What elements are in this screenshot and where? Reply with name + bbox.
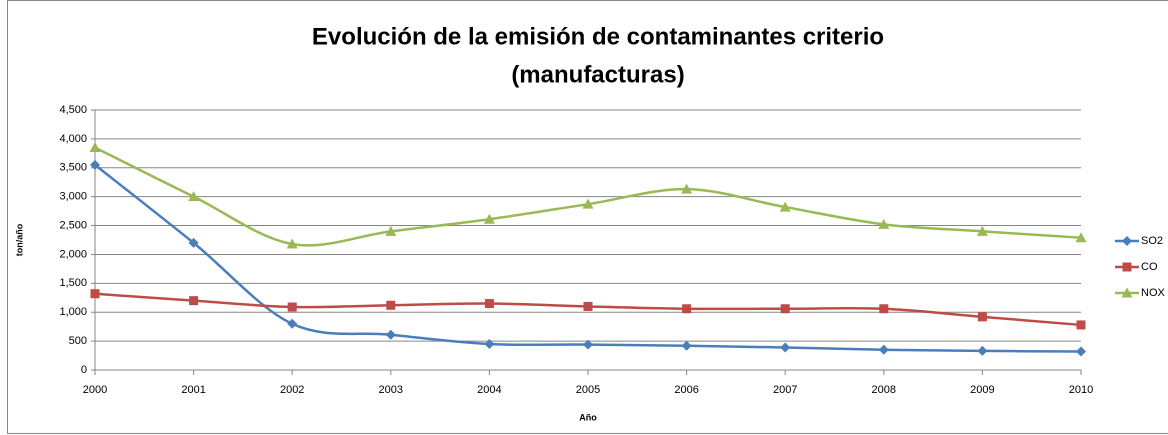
y-axis-title: ton/año — [14, 223, 24, 256]
marker — [1075, 232, 1087, 243]
y-tick-label: 4,500 — [59, 104, 87, 116]
y-tick-label: 2,500 — [59, 219, 87, 231]
marker — [780, 304, 790, 314]
marker — [879, 304, 889, 314]
marker — [90, 159, 100, 170]
y-tick-label: 4,000 — [59, 133, 87, 145]
marker — [681, 340, 692, 351]
marker — [90, 289, 100, 299]
y-tick-label: 1,500 — [59, 277, 87, 289]
marker — [385, 225, 397, 236]
x-tick-label: 2010 — [1069, 384, 1093, 396]
y-tick-label: 0 — [81, 364, 87, 376]
legend-label: SO2 — [1141, 235, 1163, 247]
chart-title: Evolución de la emisión de contaminantes… — [312, 23, 884, 50]
x-tick-label: 2003 — [379, 384, 403, 396]
x-tick-label: 2008 — [872, 384, 896, 396]
x-tick-label: 2006 — [674, 384, 698, 396]
marker — [878, 344, 889, 355]
marker — [779, 201, 791, 212]
marker — [1076, 320, 1086, 330]
marker — [977, 312, 987, 322]
y-tick-label: 1,000 — [59, 306, 87, 318]
marker — [386, 300, 396, 310]
marker — [484, 299, 494, 309]
marker — [582, 198, 594, 209]
legend-label: NOX — [1141, 287, 1166, 299]
marker — [483, 213, 495, 224]
legend-marker — [1122, 236, 1132, 246]
x-tick-label: 2000 — [83, 384, 107, 396]
marker — [583, 339, 593, 350]
y-tick-label: 3,000 — [59, 191, 87, 203]
marker — [287, 302, 297, 312]
x-tick-label: 2007 — [773, 384, 797, 396]
marker — [188, 237, 199, 248]
marker — [188, 191, 200, 202]
x-tick-label: 2004 — [477, 384, 501, 396]
marker — [780, 342, 791, 353]
marker — [286, 238, 298, 249]
marker — [976, 225, 988, 236]
marker — [682, 304, 692, 314]
marker — [287, 318, 298, 329]
y-tick-label: 3,500 — [59, 162, 87, 174]
marker — [385, 329, 396, 340]
legend-label: CO — [1141, 261, 1158, 273]
marker — [977, 345, 988, 356]
marker — [89, 142, 101, 153]
chart-title: (manufacturas) — [511, 61, 684, 88]
series-line — [94, 163, 1082, 353]
x-tick-label: 2005 — [576, 384, 600, 396]
x-tick-label: 2009 — [970, 384, 994, 396]
y-tick-label: 2,000 — [59, 248, 87, 260]
x-axis-title: Año — [579, 412, 597, 422]
marker — [189, 296, 199, 306]
legend-marker — [1121, 287, 1133, 298]
y-tick-label: 500 — [69, 335, 87, 347]
chart-border — [7, 0, 1168, 434]
marker — [583, 301, 593, 311]
x-tick-label: 2001 — [181, 384, 205, 396]
marker — [681, 183, 693, 194]
marker — [484, 339, 495, 349]
legend-marker — [1122, 262, 1132, 272]
x-tick-label: 2002 — [280, 384, 304, 396]
marker — [1076, 346, 1086, 357]
marker — [878, 218, 890, 229]
